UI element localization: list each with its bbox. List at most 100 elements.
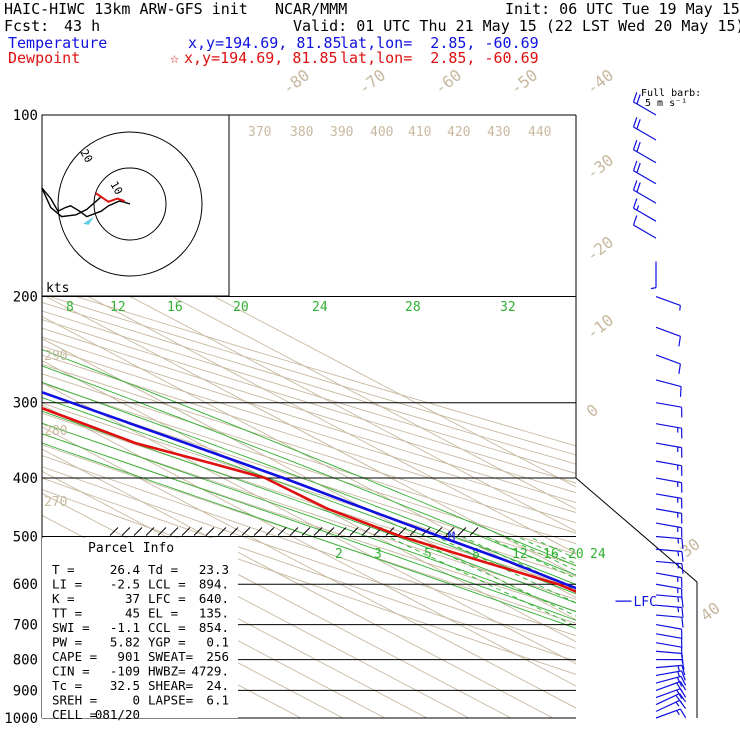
- wind-barb-flag: [632, 139, 638, 150]
- parcel-row-value: 0.1: [206, 635, 229, 650]
- wind-barb: [655, 658, 685, 670]
- mixing-ratio-label: 24: [590, 547, 606, 562]
- parcel-row-value: 45: [125, 606, 140, 621]
- dry-adiabat-line: [42, 402, 576, 577]
- dry-adiabat-line: [42, 489, 576, 675]
- wind-barb-flag: [681, 607, 684, 618]
- wind-barb-staff: [633, 224, 657, 239]
- freezing-hatch: [193, 527, 203, 536]
- parcel-row-label: CCL =: [148, 620, 186, 635]
- mixing-ratio-line: [485, 536, 576, 580]
- wind-barb: [655, 354, 681, 374]
- moist-adiabat-line: [42, 348, 576, 567]
- wind-barb-flag: [679, 693, 687, 703]
- isotherm-line: [42, 404, 576, 687]
- wind-barb-flag: [632, 160, 638, 171]
- wind-barb-staff: [655, 708, 681, 719]
- wind-barb-flag: [676, 682, 683, 692]
- dry-adiabat-line: [42, 433, 576, 612]
- wind-barb: [655, 477, 683, 493]
- wind-barb-staff: [655, 460, 682, 467]
- wind-barb: [655, 460, 683, 476]
- wind-barb: [632, 117, 657, 141]
- parcel-row-label: YGP =: [148, 635, 186, 650]
- wind-barb-flag: [681, 563, 684, 574]
- wind-barb: [632, 139, 657, 164]
- parcel-row-value: 854.: [199, 620, 229, 635]
- freezing-hatch: [445, 527, 455, 536]
- freezing-hatch: [277, 527, 287, 536]
- parcel-row-label: K =: [52, 591, 75, 606]
- pressure-tick-label: 900: [13, 683, 38, 699]
- org-label: NCAR/MMM: [275, 0, 348, 18]
- isotherm-label: -20: [583, 232, 617, 265]
- wind-barb-staff: [633, 207, 657, 222]
- theta-label: 430: [487, 125, 510, 140]
- parcel-row-value: 6.1: [206, 693, 229, 708]
- wind-barb-flag: [676, 689, 683, 700]
- wind-barb-flag: [636, 162, 641, 173]
- pressure-tick-label: 300: [13, 396, 38, 412]
- freezing-hatch: [313, 527, 323, 536]
- hodograph-outer-trace: [41, 187, 102, 218]
- freezing-hatch: [121, 527, 131, 536]
- parcel-row-label: SHEAR=: [148, 678, 193, 693]
- wind-barb-staff: [655, 493, 682, 499]
- wind-barb-staff: [655, 650, 682, 655]
- temperature-legend: Temperature: [8, 34, 108, 52]
- dewpoint-xy: x,y=194.69, 81.85: [184, 49, 338, 67]
- wind-barb-flag: [678, 336, 681, 347]
- parcel-row-value: 894.: [199, 577, 229, 592]
- freezing-hatch: [133, 527, 143, 536]
- wind-barb: [655, 535, 684, 549]
- wind-barb-flag: [679, 386, 682, 397]
- wind-barb-staff: [633, 170, 657, 185]
- wind-barb-half-flag: [676, 710, 680, 716]
- wind-barb-half-flag: [677, 665, 680, 671]
- wind-barb-half-flag: [636, 205, 640, 211]
- pressure-tick-label: 200: [13, 290, 38, 306]
- theta-label: 380: [290, 125, 313, 140]
- pressure-tick-label: 500: [13, 529, 38, 545]
- wind-barb-staff: [655, 699, 680, 712]
- wind-barb-flag: [632, 180, 638, 191]
- theta-label: 400: [370, 125, 393, 140]
- dry-adiabat-line: [42, 392, 576, 566]
- wind-barb: [632, 215, 657, 239]
- wind-barb-staff: [655, 675, 682, 684]
- freezing-hatch: [361, 527, 371, 536]
- hodograph-panel: [41, 114, 230, 297]
- wind-barb-staff: [655, 688, 681, 699]
- temperature-latlon: lat,lon= 2.85, -60.69: [340, 34, 539, 52]
- mixing-ratio-label: 5: [424, 547, 432, 562]
- isotherm-line: [42, 227, 576, 510]
- wind-barb: [655, 604, 684, 618]
- hodograph-units: kts: [46, 281, 69, 296]
- isotherm-line: [42, 470, 512, 718]
- parcel-row-value: 0: [132, 693, 140, 708]
- dewpoint-profile-line: [42, 406, 576, 593]
- wind-barb-half-flag: [677, 563, 680, 569]
- isotherm-line: [42, 315, 576, 599]
- freezing-hatch: [265, 527, 275, 536]
- wind-barb-flag: [636, 182, 641, 193]
- freezing-hatch: [181, 527, 191, 536]
- wind-barb-flag: [680, 676, 687, 686]
- wind-barb-staff: [655, 624, 682, 630]
- hodograph-storm-area: [83, 216, 94, 225]
- hodograph-low-level-trace: [95, 192, 125, 203]
- barb-key-units: 5 m s⁻¹: [645, 98, 687, 109]
- wind-barb-staff: [655, 583, 682, 590]
- parcel-row-value: 26.4: [110, 562, 140, 577]
- wind-barb: [655, 675, 687, 687]
- wind-barb-half-flag: [677, 538, 680, 544]
- isotherm-label: 0: [583, 400, 602, 421]
- isotherm-line: [42, 492, 470, 718]
- dewpoint-profile-line-group: [42, 406, 576, 593]
- theta-label: 370: [248, 125, 271, 140]
- wind-barb: [655, 572, 683, 588]
- freezing-hatch: [109, 527, 119, 536]
- moist-adiabat-label: 12: [110, 300, 126, 315]
- parcel-row-label: TT =: [52, 606, 82, 621]
- dry-adiabat-line: [42, 455, 576, 637]
